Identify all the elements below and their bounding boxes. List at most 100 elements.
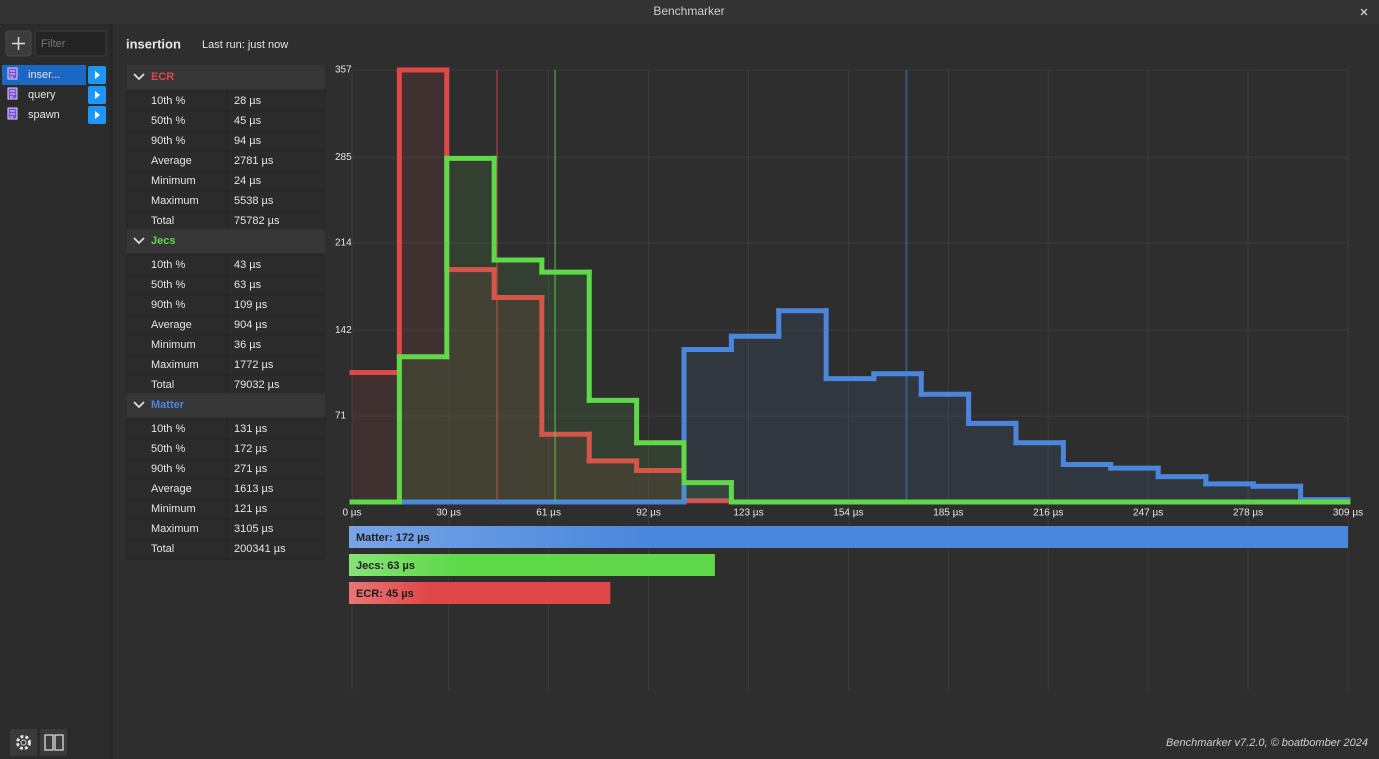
stats-value: 109 µs bbox=[234, 299, 268, 311]
stats-label: 90th % bbox=[151, 135, 185, 147]
last-run: Last run: just now bbox=[202, 39, 288, 51]
stats-label: Total bbox=[151, 215, 174, 227]
stats-value: 271 µs bbox=[234, 463, 268, 475]
x-tick-label: 154 µs bbox=[833, 508, 863, 519]
filter-input[interactable] bbox=[34, 30, 107, 57]
stats-value: 28 µs bbox=[234, 95, 262, 107]
stats-label: Maximum bbox=[151, 523, 199, 535]
histogram-fill bbox=[399, 70, 447, 502]
selected-highlight bbox=[2, 65, 86, 85]
histogram-fill bbox=[968, 423, 1016, 502]
y-tick-label: 285 bbox=[335, 152, 352, 163]
x-tick-label: 123 µs bbox=[733, 508, 763, 519]
histogram-fill bbox=[778, 310, 827, 502]
histogram-fill bbox=[1158, 476, 1206, 502]
histogram-fill bbox=[1253, 486, 1301, 502]
histogram-fill bbox=[494, 297, 542, 502]
collapse-chevron bbox=[133, 237, 145, 245]
stats-label: Minimum bbox=[151, 339, 196, 351]
stats-value: 79032 µs bbox=[234, 379, 280, 391]
collapse-chevron bbox=[133, 73, 145, 81]
benchmark-name[interactable]: spawn bbox=[28, 109, 60, 121]
x-tick-label: 61 µs bbox=[536, 508, 561, 519]
stats-value: 3105 µs bbox=[234, 523, 274, 535]
stats-value: 121 µs bbox=[234, 503, 268, 515]
benchmark-icon bbox=[7, 107, 18, 120]
histogram-fill bbox=[446, 158, 495, 503]
x-tick-label: 216 µs bbox=[1033, 508, 1063, 519]
histogram-fill bbox=[399, 356, 447, 502]
x-tick-label: 0 µs bbox=[342, 508, 361, 519]
x-tick-label: 247 µs bbox=[1133, 508, 1163, 519]
histogram-fill bbox=[352, 372, 400, 502]
run-icon bbox=[95, 111, 100, 119]
stats-header[interactable] bbox=[127, 393, 325, 417]
histogram-fill bbox=[541, 434, 590, 502]
x-tick-label: 309 µs bbox=[1333, 508, 1363, 519]
histogram-fill bbox=[589, 460, 637, 502]
histogram-fill bbox=[921, 394, 969, 502]
stats-value: 45 µs bbox=[234, 115, 262, 127]
stats-header[interactable] bbox=[127, 65, 325, 89]
stats-label: Total bbox=[151, 543, 174, 555]
stats-value: 75782 µs bbox=[234, 215, 280, 227]
stats-value: 200341 µs bbox=[234, 543, 286, 555]
median-bar-shade bbox=[349, 582, 611, 604]
x-tick-label: 185 µs bbox=[933, 508, 963, 519]
stats-label: 10th % bbox=[151, 95, 185, 107]
x-tick-label: 92 µs bbox=[636, 508, 661, 519]
stats-label: 10th % bbox=[151, 259, 185, 271]
benchmark-name[interactable]: inser... bbox=[28, 69, 60, 81]
stats-label: Average bbox=[151, 155, 192, 167]
y-tick-label: 357 bbox=[335, 65, 352, 76]
x-tick-label: 278 µs bbox=[1233, 508, 1263, 519]
histogram-fill bbox=[636, 470, 684, 502]
stats-label: 50th % bbox=[151, 279, 185, 291]
filter-placeholder: Filter bbox=[41, 38, 66, 50]
stats-label: 50th % bbox=[151, 443, 185, 455]
stats-label: Minimum bbox=[151, 175, 196, 187]
histogram-fill bbox=[1016, 442, 1064, 502]
median-bar-label: Matter: 172 µs bbox=[356, 532, 430, 544]
histogram-fill bbox=[1205, 483, 1254, 502]
settings-button[interactable] bbox=[10, 729, 37, 756]
stats-value: 63 µs bbox=[234, 279, 262, 291]
stats-value: 36 µs bbox=[234, 339, 262, 351]
stats-value: 1772 µs bbox=[234, 359, 274, 371]
median-bar-shade bbox=[349, 526, 1348, 548]
close-button[interactable]: × bbox=[1360, 4, 1369, 21]
benchmark-icon bbox=[7, 87, 18, 100]
histogram-fill bbox=[589, 400, 637, 502]
benchmark-icon bbox=[7, 67, 18, 80]
histogram-fill bbox=[873, 373, 922, 502]
benchmark-name[interactable]: query bbox=[28, 89, 56, 101]
x-tick-label: 30 µs bbox=[436, 508, 461, 519]
histogram-fill bbox=[684, 482, 732, 502]
histogram-fill bbox=[684, 349, 732, 502]
stats-label: Total bbox=[151, 379, 174, 391]
stats-value: 904 µs bbox=[234, 319, 268, 331]
stats-value: 43 µs bbox=[234, 259, 262, 271]
window-title: Benchmarker bbox=[653, 4, 724, 18]
stats-value: 24 µs bbox=[234, 175, 262, 187]
stats-header[interactable] bbox=[127, 229, 325, 253]
stats-label: Maximum bbox=[151, 359, 199, 371]
stats-row bbox=[126, 538, 326, 560]
histogram-fill bbox=[446, 269, 495, 502]
add-button[interactable] bbox=[5, 30, 32, 57]
stats-value: 131 µs bbox=[234, 423, 268, 435]
docs-button[interactable] bbox=[40, 729, 67, 756]
y-tick-label: 71 bbox=[335, 411, 347, 422]
sidebar-shadow bbox=[110, 24, 113, 759]
y-tick-label: 214 bbox=[335, 238, 352, 249]
version-footer: Benchmarker v7.2.0, © boatbomber 2024 bbox=[1166, 737, 1368, 749]
histogram-fill bbox=[731, 336, 779, 502]
histogram-fill bbox=[636, 442, 684, 502]
stats-value: 2781 µs bbox=[234, 155, 274, 167]
stats-label: 50th % bbox=[151, 115, 185, 127]
stats-label: Maximum bbox=[151, 195, 199, 207]
stats-value: 1613 µs bbox=[234, 483, 274, 495]
title-bar bbox=[0, 0, 1379, 24]
histogram-fill bbox=[826, 378, 874, 502]
